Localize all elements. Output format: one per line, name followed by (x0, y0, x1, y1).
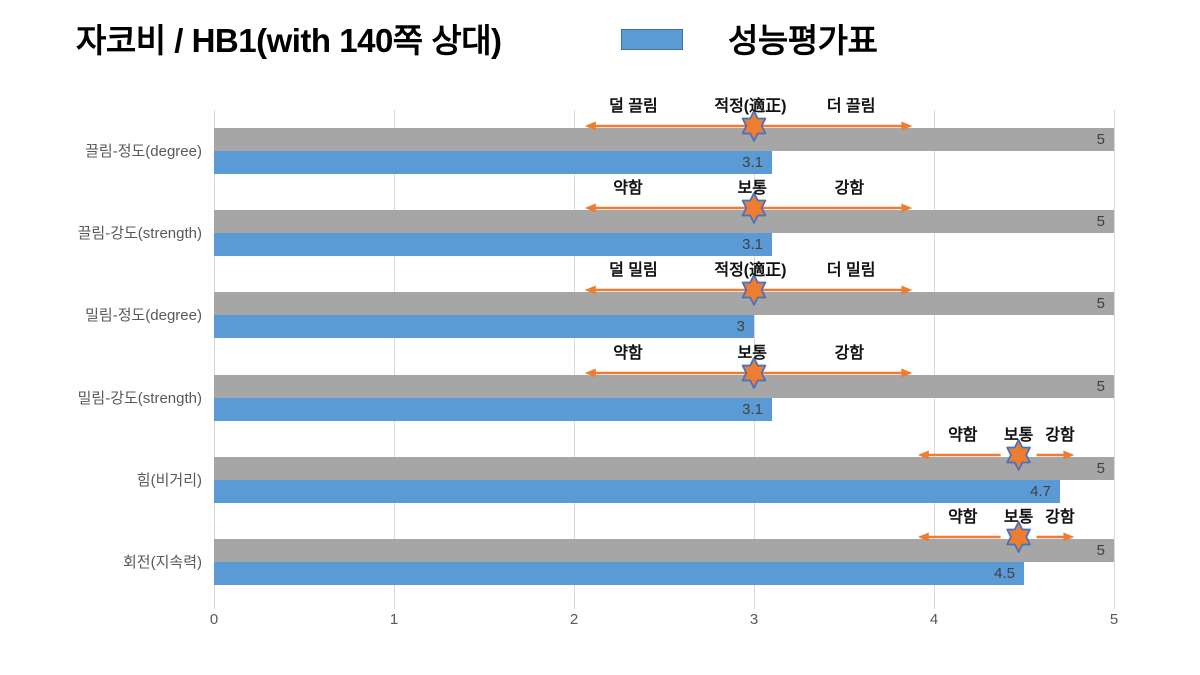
annotation-label: 강함 (1045, 425, 1075, 444)
chart-row: 5 4.7 약함 보통 강함 (214, 425, 1114, 521)
category-label: 힘(비거리) (136, 472, 202, 489)
star-marker-icon (741, 357, 767, 389)
x-tick-label: 3 (749, 611, 759, 628)
annotation-label: 보통 (737, 179, 767, 197)
blue-bar: 3.1 (214, 151, 772, 174)
blue-bar-value: 3.1 (742, 154, 763, 171)
gray-bar: 5 (214, 375, 1114, 398)
blue-bar-value: 3.1 (742, 401, 763, 418)
chart-header: 자코비 / HB1(with 140쪽 상대) 성능평가표 (0, 0, 1200, 80)
x-tick-label: 2 (569, 611, 579, 628)
arrowhead-left-icon (584, 121, 596, 131)
plot-area: 5 3.1 덜 끌림 적정(適正) 더 끌림 5 3.1 약함 보통 강함 5 3 덜 밀림 적정(適正)… (214, 96, 1115, 609)
gray-bar: 5 (214, 457, 1114, 480)
star-marker-icon (741, 274, 767, 306)
blue-bar-value: 3 (736, 318, 745, 335)
gray-bar-value: 5 (1096, 131, 1105, 148)
annotation-overlay: 약함 보통 강함 (584, 178, 913, 224)
chart-title: 자코비 / HB1(with 140쪽 상대) (76, 22, 502, 59)
blue-bar-value: 4.5 (994, 565, 1015, 582)
arrowhead-left-icon (584, 285, 596, 295)
category-label: 끌림-강도(strength) (77, 225, 202, 242)
legend-swatch (621, 29, 683, 50)
x-axis: 0 1 2 3 4 5 (210, 611, 1118, 633)
gray-bar: 5 (214, 539, 1114, 562)
category-label: 끌림-정도(degree) (85, 143, 202, 160)
annotation-label: 약함 (613, 178, 643, 197)
blue-bar: 3 (214, 315, 754, 338)
gray-bar-value: 5 (1096, 213, 1105, 230)
gridline (1114, 110, 1115, 609)
annotation-overlay: 덜 밀림 적정(適正) 더 밀림 (584, 260, 913, 306)
gray-bar-value: 5 (1096, 378, 1105, 395)
arrowhead-left-icon (584, 368, 596, 378)
gridline (934, 110, 935, 609)
x-tick-label: 0 (209, 611, 219, 628)
chart-row: 5 3.1 덜 끌림 적정(適正) 더 끌림 (214, 96, 1114, 192)
gray-bar-value: 5 (1096, 542, 1105, 559)
blue-bar: 4.5 (214, 562, 1024, 585)
arrowhead-right-icon (901, 121, 913, 131)
category-axis: 끌림-정도(degree) 끌림-강도(strength) 밀림-정도(degree… (0, 110, 202, 603)
blue-bar-value: 4.7 (1030, 483, 1051, 500)
annotation-label: 적정(適正) (714, 260, 786, 279)
blue-bar-value: 3.1 (742, 236, 763, 253)
annotation-label: 보통 (1004, 426, 1034, 444)
blue-bar: 3.1 (214, 233, 772, 256)
arrowhead-right-icon (1063, 450, 1075, 460)
gray-bar-value: 5 (1096, 295, 1105, 312)
arrowhead-left-icon (584, 203, 596, 213)
star-marker-icon (741, 110, 767, 142)
gray-bar: 5 (214, 210, 1114, 233)
arrowhead-right-icon (901, 203, 913, 213)
gridline (574, 110, 575, 609)
annotation-label: 보통 (1004, 508, 1034, 526)
annotation-label: 강함 (835, 343, 865, 362)
star-marker-icon (1006, 521, 1031, 553)
annotation-overlay: 약함 보통 강함 (584, 343, 913, 389)
chart-row: 5 3 덜 밀림 적정(適正) 더 밀림 (214, 260, 1114, 356)
category-label: 밀림-강도(strength) (77, 390, 202, 407)
arrowhead-right-icon (901, 285, 913, 295)
chart-row: 5 4.5 약함 보통 강함 (214, 507, 1114, 603)
legend-label: 성능평가표 (728, 22, 878, 59)
blue-bar: 4.7 (214, 480, 1060, 503)
chart-row: 5 3.1 약함 보통 강함 (214, 178, 1114, 274)
annotation-label: 더 밀림 (827, 260, 876, 279)
annotation-label: 약함 (613, 343, 643, 362)
annotation-overlay: 약함 보통 강함 (917, 507, 1075, 553)
star-marker-icon (741, 192, 767, 224)
annotation-label: 강함 (835, 178, 865, 197)
annotation-label: 덜 끌림 (609, 96, 658, 115)
annotation-label: 보통 (737, 344, 767, 362)
star-marker-icon (1006, 439, 1031, 471)
arrowhead-right-icon (901, 368, 913, 378)
x-tick-label: 5 (1109, 611, 1119, 628)
gridline (394, 110, 395, 609)
annotation-label: 덜 밀림 (609, 260, 658, 279)
x-tick-label: 1 (389, 611, 399, 628)
annotation-label: 강함 (1045, 507, 1075, 526)
annotation-label: 적정(適正) (714, 96, 786, 115)
annotation-label: 더 끌림 (827, 96, 876, 115)
chart-row: 5 3.1 약함 보통 강함 (214, 343, 1114, 439)
annotation-label: 약함 (948, 425, 978, 444)
gray-bar-value: 5 (1096, 460, 1105, 477)
gray-bar: 5 (214, 128, 1114, 151)
category-label: 밀림-정도(degree) (85, 307, 202, 324)
gridline (214, 110, 215, 609)
blue-bar: 3.1 (214, 398, 772, 421)
x-tick-label: 4 (929, 611, 939, 628)
category-label: 회전(지속력) (123, 554, 202, 571)
gray-bar: 5 (214, 292, 1114, 315)
annotation-overlay: 약함 보통 강함 (917, 425, 1075, 471)
annotation-overlay: 덜 끌림 적정(適正) 더 끌림 (584, 96, 913, 142)
annotation-label: 약함 (948, 507, 978, 526)
arrowhead-left-icon (917, 532, 929, 542)
arrowhead-left-icon (917, 450, 929, 460)
arrowhead-right-icon (1063, 532, 1075, 542)
